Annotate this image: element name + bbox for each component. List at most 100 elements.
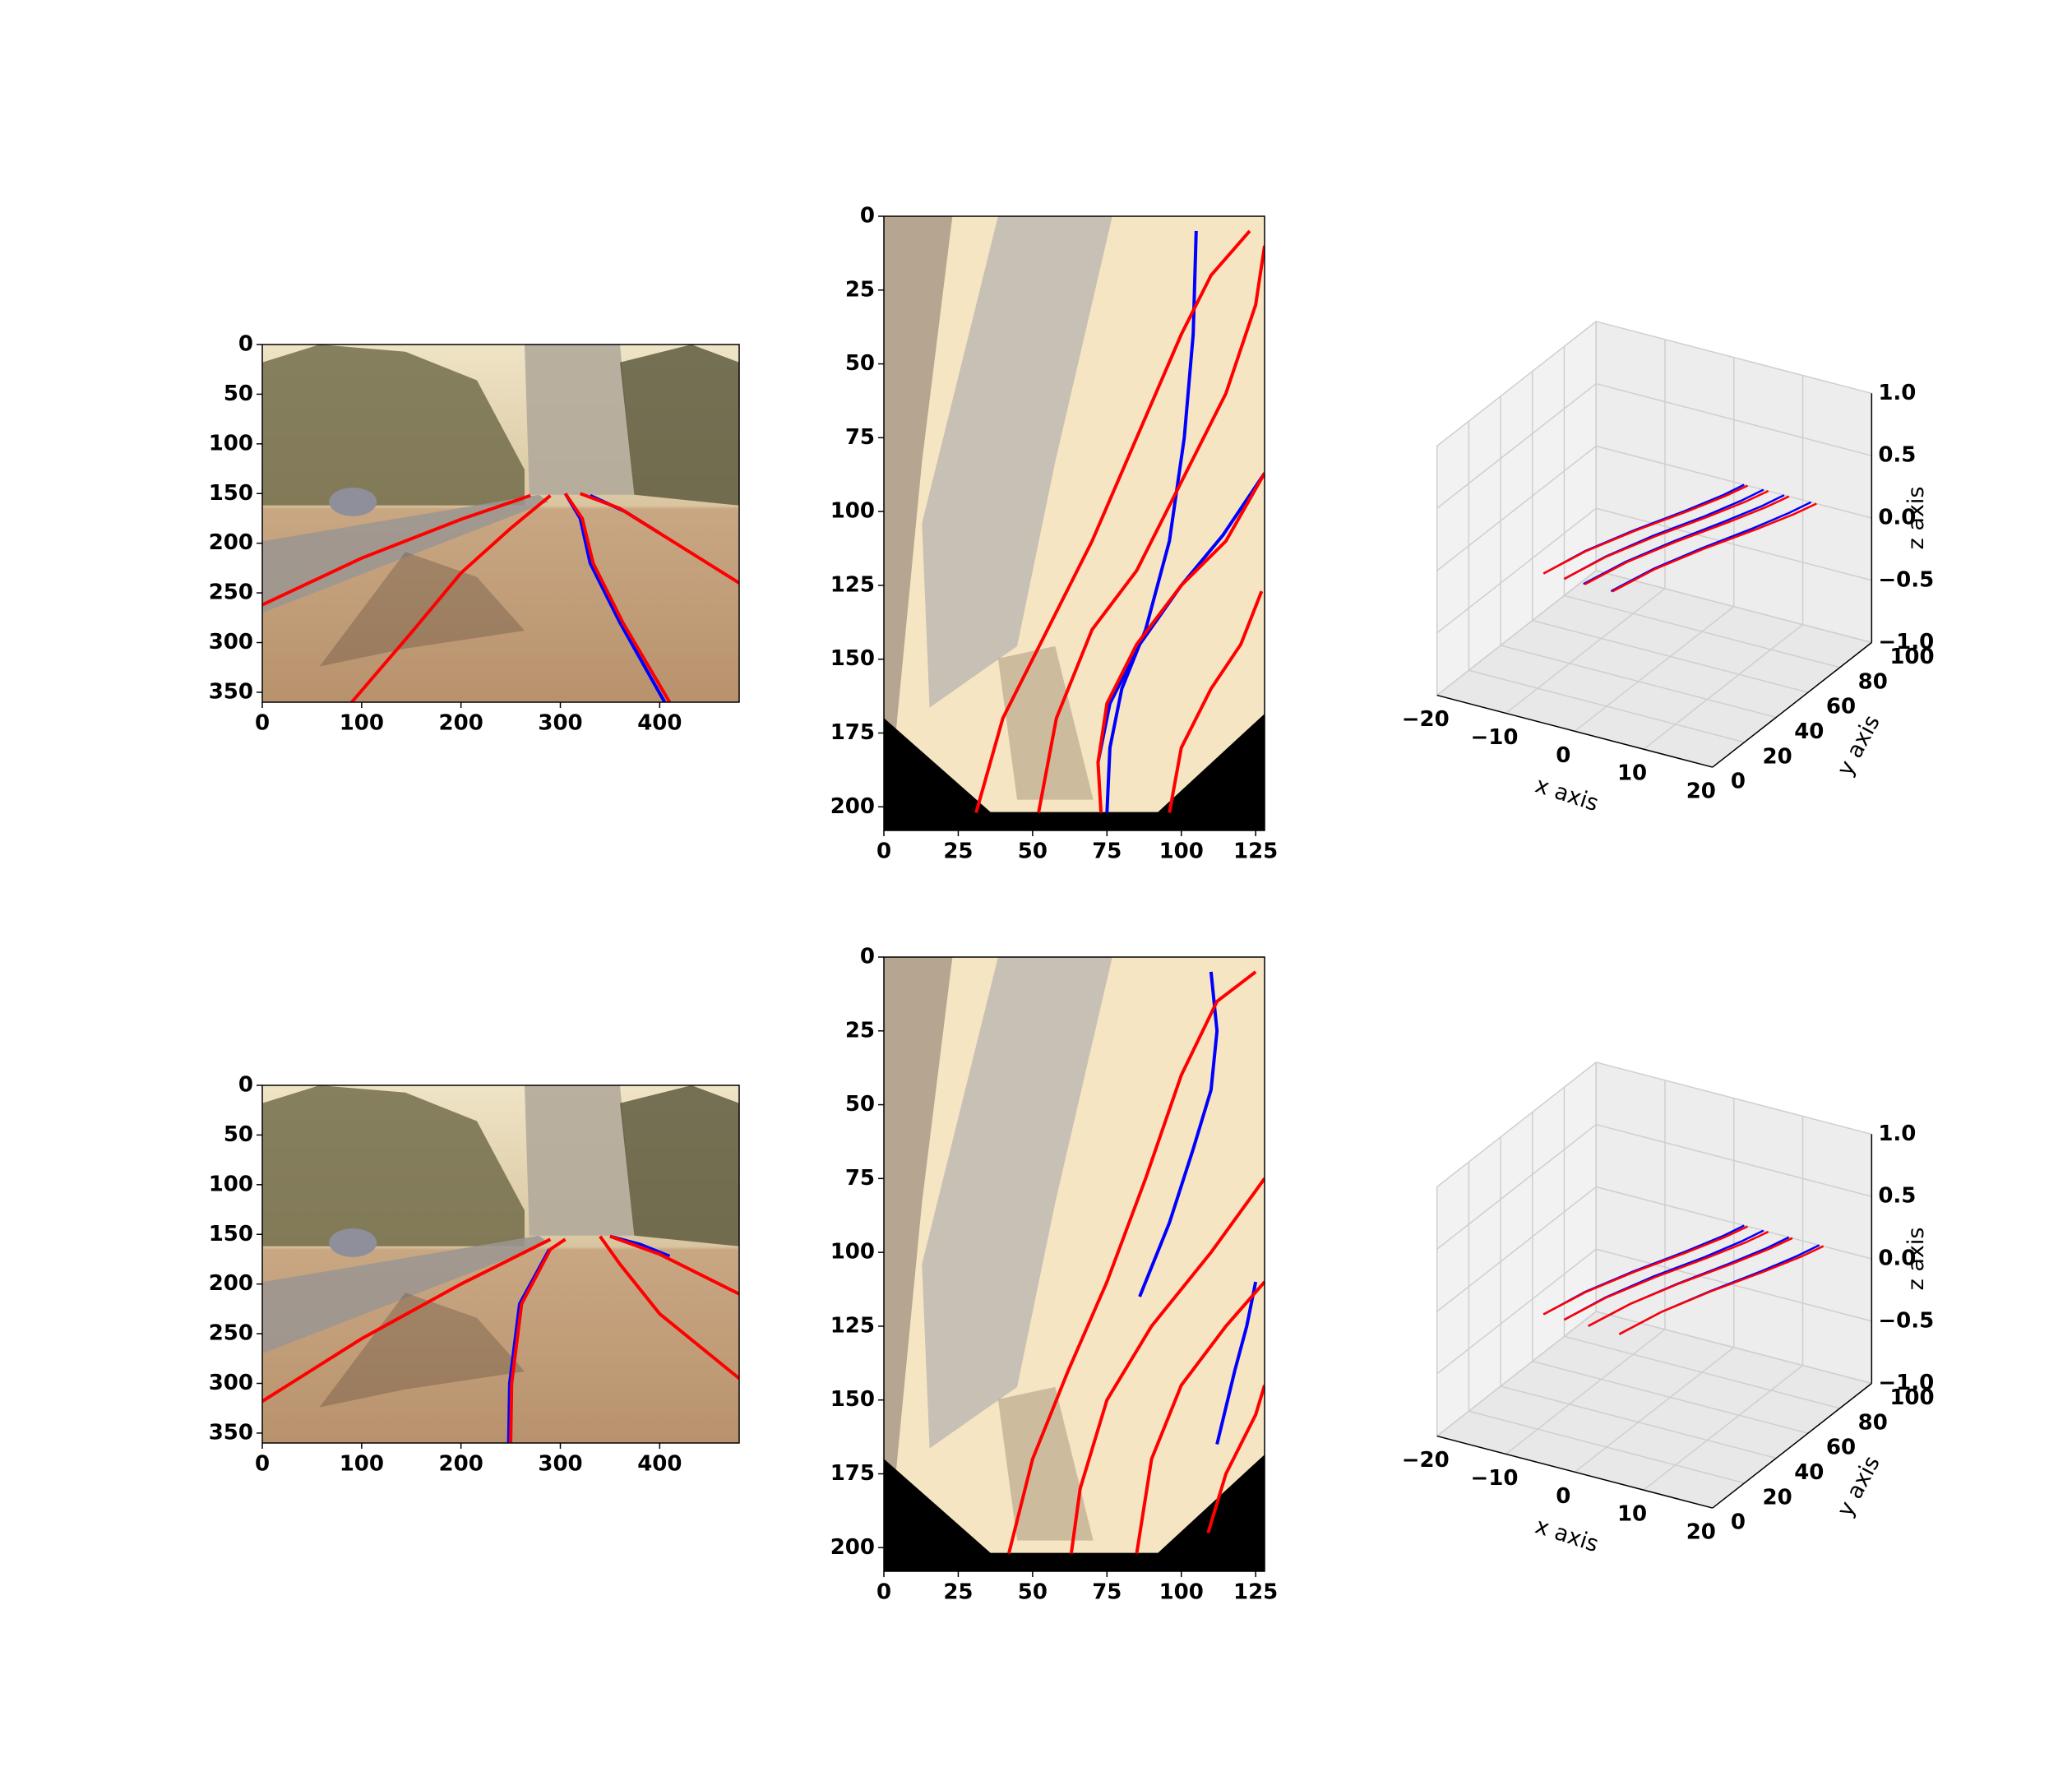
axes-frame xyxy=(883,956,1265,1572)
z-tick-label: 1.0 xyxy=(1878,1122,1916,1146)
y-tick-label: 300 xyxy=(209,630,253,654)
grid-line xyxy=(1595,507,1872,581)
grid-line xyxy=(1574,1347,1735,1473)
x-tick-label: 125 xyxy=(1233,1580,1278,1605)
grid-line xyxy=(1436,1186,1597,1312)
image-axes xyxy=(884,957,1265,1571)
x-tick-label: 0 xyxy=(255,711,270,736)
lane-line-3d xyxy=(1618,1245,1825,1335)
grid-line xyxy=(1532,1360,1809,1434)
grid-line xyxy=(1436,383,1597,509)
lane-line xyxy=(509,1237,567,1443)
y-tick-label: 75 xyxy=(845,1166,875,1191)
x-tick-label: 100 xyxy=(340,1452,384,1477)
trees xyxy=(262,345,525,506)
z-tick-label: −1.0 xyxy=(1878,630,1934,654)
lane-line xyxy=(1096,472,1265,813)
barrier-band xyxy=(922,216,1112,708)
lane-line xyxy=(1138,971,1219,1297)
trees xyxy=(620,1085,739,1246)
lane-line-3d xyxy=(1584,495,1790,585)
y-tick-label: 25 xyxy=(845,277,875,302)
x-tick-label: 10 xyxy=(1617,761,1647,786)
grid-line xyxy=(1595,1123,1872,1197)
y-tick-label: 150 xyxy=(209,481,253,506)
x-tick-label: 0 xyxy=(1556,1484,1570,1509)
blur xyxy=(884,216,953,738)
z-axis-label: z axis xyxy=(1903,1228,1929,1291)
z-tick-label: 0.0 xyxy=(1878,1246,1916,1270)
y-tick-label: 80 xyxy=(1858,1410,1888,1435)
x-tick-label: −20 xyxy=(1402,1448,1450,1473)
rock xyxy=(525,345,635,495)
y-tick-label: 60 xyxy=(1826,695,1856,719)
y-tick-label: 0 xyxy=(238,332,253,357)
grid-line xyxy=(1595,382,1872,456)
lane-line xyxy=(1006,970,1257,1554)
barrier xyxy=(262,1235,548,1354)
x-tick-label: 400 xyxy=(637,1452,682,1477)
y-tick-label: 175 xyxy=(830,720,875,745)
grid-line xyxy=(1500,1385,1777,1459)
lane-line-3d xyxy=(1542,484,1749,575)
grid-line xyxy=(1574,606,1735,732)
x-tick-label: 400 xyxy=(637,711,682,736)
lane-line xyxy=(1168,590,1264,813)
y-tick-label: 20 xyxy=(1763,1485,1792,1510)
x-tick-label: 0 xyxy=(876,1580,891,1605)
grid-line xyxy=(1468,669,1745,743)
x-tick-label: 20 xyxy=(1686,1520,1716,1545)
grid-line xyxy=(1436,445,1597,571)
lane-line xyxy=(599,1235,739,1381)
y-tick-label: 100 xyxy=(830,1240,875,1265)
grid-line xyxy=(1436,321,1597,447)
y-axis xyxy=(1712,1382,1872,1509)
x-tick-label: 100 xyxy=(340,711,384,736)
lane-line xyxy=(563,493,672,702)
x-tick-label: 200 xyxy=(439,711,483,736)
shadow xyxy=(319,552,525,667)
y-tick-label: 150 xyxy=(830,1387,875,1412)
grid-line xyxy=(1595,1248,1872,1322)
y-tick-label: 350 xyxy=(209,1420,253,1445)
lane-line-3d xyxy=(1612,502,1817,593)
x-tick-label: 25 xyxy=(943,1580,973,1605)
x-axis xyxy=(1436,1435,1714,1509)
lane-line-3d xyxy=(1563,490,1769,580)
shadow xyxy=(319,1293,525,1408)
y-tick-label: 25 xyxy=(845,1018,875,1043)
x-tick-label: 75 xyxy=(1092,1580,1122,1605)
lane-line xyxy=(1037,245,1265,813)
grid-line xyxy=(1532,619,1809,693)
grid-line xyxy=(1505,588,1666,715)
x-tick-label: 0 xyxy=(876,839,891,864)
y-tick-label: 50 xyxy=(845,351,875,376)
lane-line xyxy=(1105,230,1198,813)
z-tick-label: −0.5 xyxy=(1878,567,1934,592)
grid-line xyxy=(1505,1329,1666,1455)
z-tick-label: 0.5 xyxy=(1878,1184,1916,1209)
grid-line xyxy=(1643,624,1803,750)
grid-line xyxy=(1595,570,1872,644)
grid-line xyxy=(1436,570,1597,696)
x-tick-label: 10 xyxy=(1617,1502,1647,1527)
lane-line xyxy=(974,229,1251,813)
x-axis xyxy=(1436,694,1714,768)
z-tick-label: 0.5 xyxy=(1878,443,1916,468)
grid-line xyxy=(1595,1311,1872,1385)
x-tick-label: 75 xyxy=(1092,839,1122,864)
y-tick-label: 100 xyxy=(1889,1385,1934,1410)
grid-line xyxy=(1595,1186,1872,1260)
y-axis xyxy=(1712,641,1872,768)
x-tick-label: 125 xyxy=(1233,839,1278,864)
y-tick-label: 150 xyxy=(209,1222,253,1246)
y-tick-label: 200 xyxy=(830,1535,875,1560)
y-tick-label: 250 xyxy=(209,580,253,605)
lane-line xyxy=(262,1237,552,1403)
x-tick-label: 20 xyxy=(1686,779,1716,804)
lane-line xyxy=(1215,1281,1258,1445)
y-tick-label: 0 xyxy=(238,1073,253,1098)
x-tick-label: 50 xyxy=(1018,1580,1048,1605)
